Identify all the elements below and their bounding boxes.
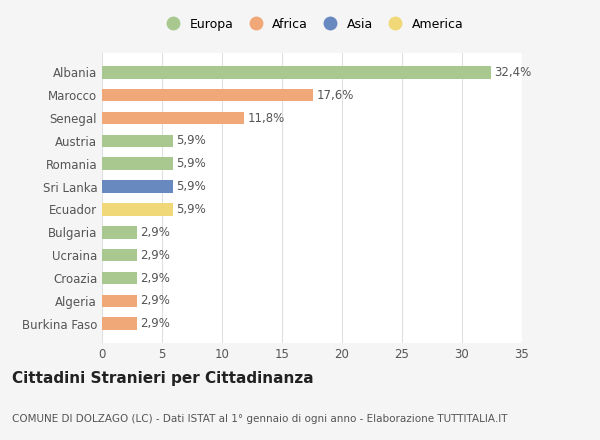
Bar [102, 226, 137, 238]
Text: 2,9%: 2,9% [140, 294, 170, 308]
Text: 5,9%: 5,9% [176, 134, 206, 147]
Bar [102, 180, 173, 193]
Text: Cittadini Stranieri per Cittadinanza: Cittadini Stranieri per Cittadinanza [12, 371, 314, 386]
Text: 5,9%: 5,9% [176, 180, 206, 193]
Text: 5,9%: 5,9% [176, 157, 206, 170]
Text: 2,9%: 2,9% [140, 226, 170, 239]
Bar [102, 89, 313, 102]
Text: COMUNE DI DOLZAGO (LC) - Dati ISTAT al 1° gennaio di ogni anno - Elaborazione TU: COMUNE DI DOLZAGO (LC) - Dati ISTAT al 1… [12, 414, 508, 425]
Text: 17,6%: 17,6% [317, 88, 354, 102]
Bar [102, 66, 491, 79]
Bar [102, 158, 173, 170]
Bar [102, 203, 173, 216]
Text: 32,4%: 32,4% [494, 66, 532, 79]
Bar [102, 249, 137, 261]
Text: 11,8%: 11,8% [247, 111, 284, 125]
Bar [102, 294, 137, 307]
Text: 2,9%: 2,9% [140, 271, 170, 285]
Bar [102, 112, 244, 124]
Text: 2,9%: 2,9% [140, 249, 170, 262]
Text: 2,9%: 2,9% [140, 317, 170, 330]
Text: 5,9%: 5,9% [176, 203, 206, 216]
Legend: Europa, Africa, Asia, America: Europa, Africa, Asia, America [155, 13, 469, 36]
Bar [102, 272, 137, 284]
Bar [102, 135, 173, 147]
Bar [102, 317, 137, 330]
